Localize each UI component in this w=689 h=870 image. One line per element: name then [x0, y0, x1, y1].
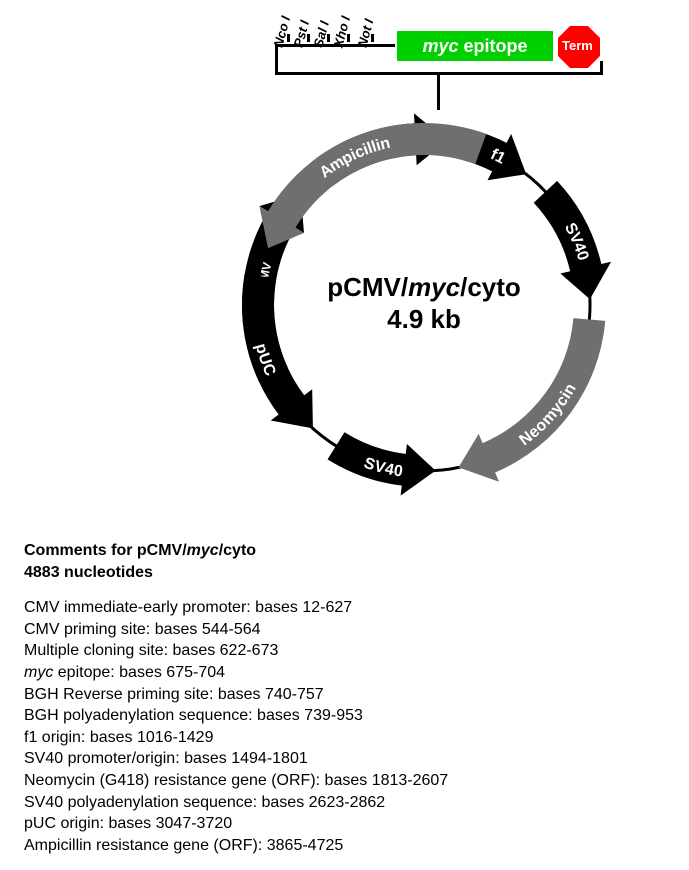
comments-block: Comments for pCMV/myc/cyto 4883 nucleoti… — [24, 540, 448, 856]
feature-line: BGH polyadenylation sequence: bases 739-… — [24, 705, 448, 727]
feature-line: pUC origin: bases 3047-3720 — [24, 813, 448, 835]
feature-line: Neomycin (G418) resistance gene (ORF): b… — [24, 770, 448, 792]
plasmid-size: 4.9 kb — [244, 304, 604, 335]
feature-line: CMV priming site: bases 544-564 — [24, 619, 448, 641]
feature-list: CMV immediate-early promoter: bases 12-6… — [24, 597, 448, 856]
comments-header: Comments for pCMV/myc/cyto 4883 nucleoti… — [24, 540, 448, 583]
myc-epitope-box: myc epitope — [397, 31, 553, 61]
construct-bar: Nco IPst ISal IXho INot I myc epitope Te… — [275, 10, 620, 90]
segment-Neomycin — [459, 318, 606, 482]
construct-bracket — [275, 61, 603, 75]
feature-line: CMV immediate-early promoter: bases 12-6… — [24, 597, 448, 619]
plasmid-title: pCMV/myc/cyto — [244, 272, 604, 303]
feature-line: Multiple cloning site: bases 622-673 — [24, 640, 448, 662]
feature-line: Ampicillin resistance gene (ORF): 3865-4… — [24, 835, 448, 857]
feature-line: f1 origin: bases 1016-1429 — [24, 727, 448, 749]
feature-line: SV40 polyadenylation sequence: bases 262… — [24, 792, 448, 814]
feature-line: BGH Reverse priming site: bases 740-757 — [24, 684, 448, 706]
feature-line: SV40 promoter/origin: bases 1494-1801 — [24, 748, 448, 770]
term-label: Term — [562, 38, 593, 53]
feature-line: myc epitope: bases 675-704 — [24, 662, 448, 684]
